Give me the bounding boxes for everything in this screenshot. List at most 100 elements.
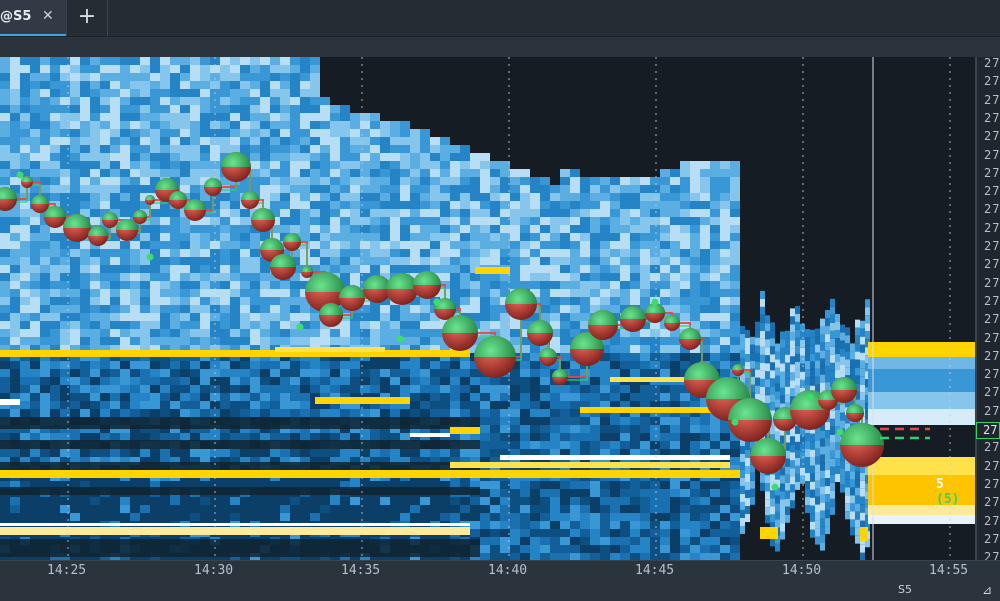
heat-cell (710, 273, 720, 281)
heat-cell (730, 329, 740, 337)
heat-cell (470, 281, 480, 289)
heat-cell (670, 297, 680, 305)
heat-cell (560, 409, 570, 417)
heat-cell (410, 129, 420, 137)
heat-cell (790, 484, 795, 492)
heat-cell (580, 545, 590, 553)
heat-cell (440, 497, 450, 505)
heat-cell (700, 529, 710, 537)
heat-cell (660, 553, 670, 560)
heat-cell (745, 474, 750, 482)
heat-cell (660, 201, 670, 209)
heat-cell (120, 249, 130, 257)
heat-cell (640, 217, 650, 225)
heat-cell (570, 201, 580, 209)
heat-cell (840, 333, 845, 341)
heat-cell (620, 225, 630, 233)
heat-cell (200, 161, 210, 169)
heat-cell (825, 438, 830, 446)
heat-cell (480, 241, 490, 249)
heat-cell (800, 452, 805, 460)
tab-instrument[interactable]: @S5 ✕ (0, 0, 66, 36)
heat-cell (460, 289, 470, 297)
trade-bubble (442, 315, 478, 351)
heat-cell (460, 409, 470, 417)
heat-cell (320, 201, 330, 209)
heat-cell (30, 105, 40, 113)
add-tab-button[interactable]: + (66, 0, 108, 36)
heat-cell (270, 65, 280, 73)
heat-cell (790, 388, 795, 396)
heat-cell (810, 330, 815, 338)
heat-cell (40, 233, 50, 241)
heat-cell (785, 467, 790, 475)
heat-cell (700, 521, 710, 529)
heat-cell (140, 289, 150, 297)
heat-cell (260, 513, 270, 521)
heat-cell (540, 185, 550, 193)
heat-cell (765, 515, 770, 523)
heat-cell (300, 385, 310, 393)
heat-cell (220, 57, 230, 65)
heat-cell (170, 121, 180, 129)
heat-cell (160, 225, 170, 233)
heat-cell (180, 401, 190, 409)
heat-cell (610, 417, 620, 425)
heat-cell (510, 185, 520, 193)
heat-cell (220, 97, 230, 105)
heat-cell (190, 497, 200, 505)
heat-cell (310, 337, 320, 345)
heat-cell (660, 353, 670, 361)
heatmap-canvas[interactable] (0, 57, 975, 560)
heat-cell (805, 441, 810, 449)
heat-cell (280, 129, 290, 137)
heat-cell (230, 361, 240, 369)
heat-cell (540, 177, 550, 185)
heat-cell (260, 273, 270, 281)
heat-cell (40, 81, 50, 89)
heatmap-chart[interactable]: 5 (5) (0, 57, 975, 560)
heat-cell (460, 265, 470, 273)
trade-bubble (184, 199, 206, 221)
heat-cell (835, 330, 840, 338)
heat-cell (730, 233, 740, 241)
heat-cell (270, 321, 280, 329)
heat-cell (470, 385, 480, 393)
heat-cell (440, 153, 450, 161)
heat-cell (80, 65, 90, 73)
heat-cell (70, 57, 80, 65)
heat-cell (70, 297, 80, 305)
heat-cell (140, 161, 150, 169)
heat-cell (190, 513, 200, 521)
heat-cell (50, 513, 60, 521)
heat-cell (0, 73, 10, 81)
heat-cell (190, 265, 200, 273)
heat-cell (370, 265, 380, 273)
heat-cell (835, 450, 840, 458)
heat-cell (120, 57, 130, 65)
heat-cell (310, 161, 320, 169)
heat-cell (825, 526, 830, 534)
heat-cell (160, 297, 170, 305)
heat-cell (80, 129, 90, 137)
heat-cell (640, 545, 650, 553)
heat-cell (100, 313, 110, 321)
heat-cell (30, 73, 40, 81)
heat-cell (795, 434, 800, 442)
heat-cell (160, 361, 170, 369)
close-icon[interactable]: ✕ (42, 8, 54, 24)
heat-cell (600, 177, 610, 185)
heat-cell (80, 273, 90, 281)
heat-cell (490, 193, 500, 201)
heat-cell (40, 409, 50, 417)
heat-cell (530, 385, 540, 393)
heat-cell (200, 297, 210, 305)
heat-cell (700, 497, 710, 505)
heat-cell (660, 289, 670, 297)
heat-cell (110, 497, 120, 505)
heat-cell (40, 185, 50, 193)
heat-cell (805, 361, 810, 369)
heat-cell (340, 129, 350, 137)
heat-cell (70, 305, 80, 313)
heat-cell (640, 209, 650, 217)
